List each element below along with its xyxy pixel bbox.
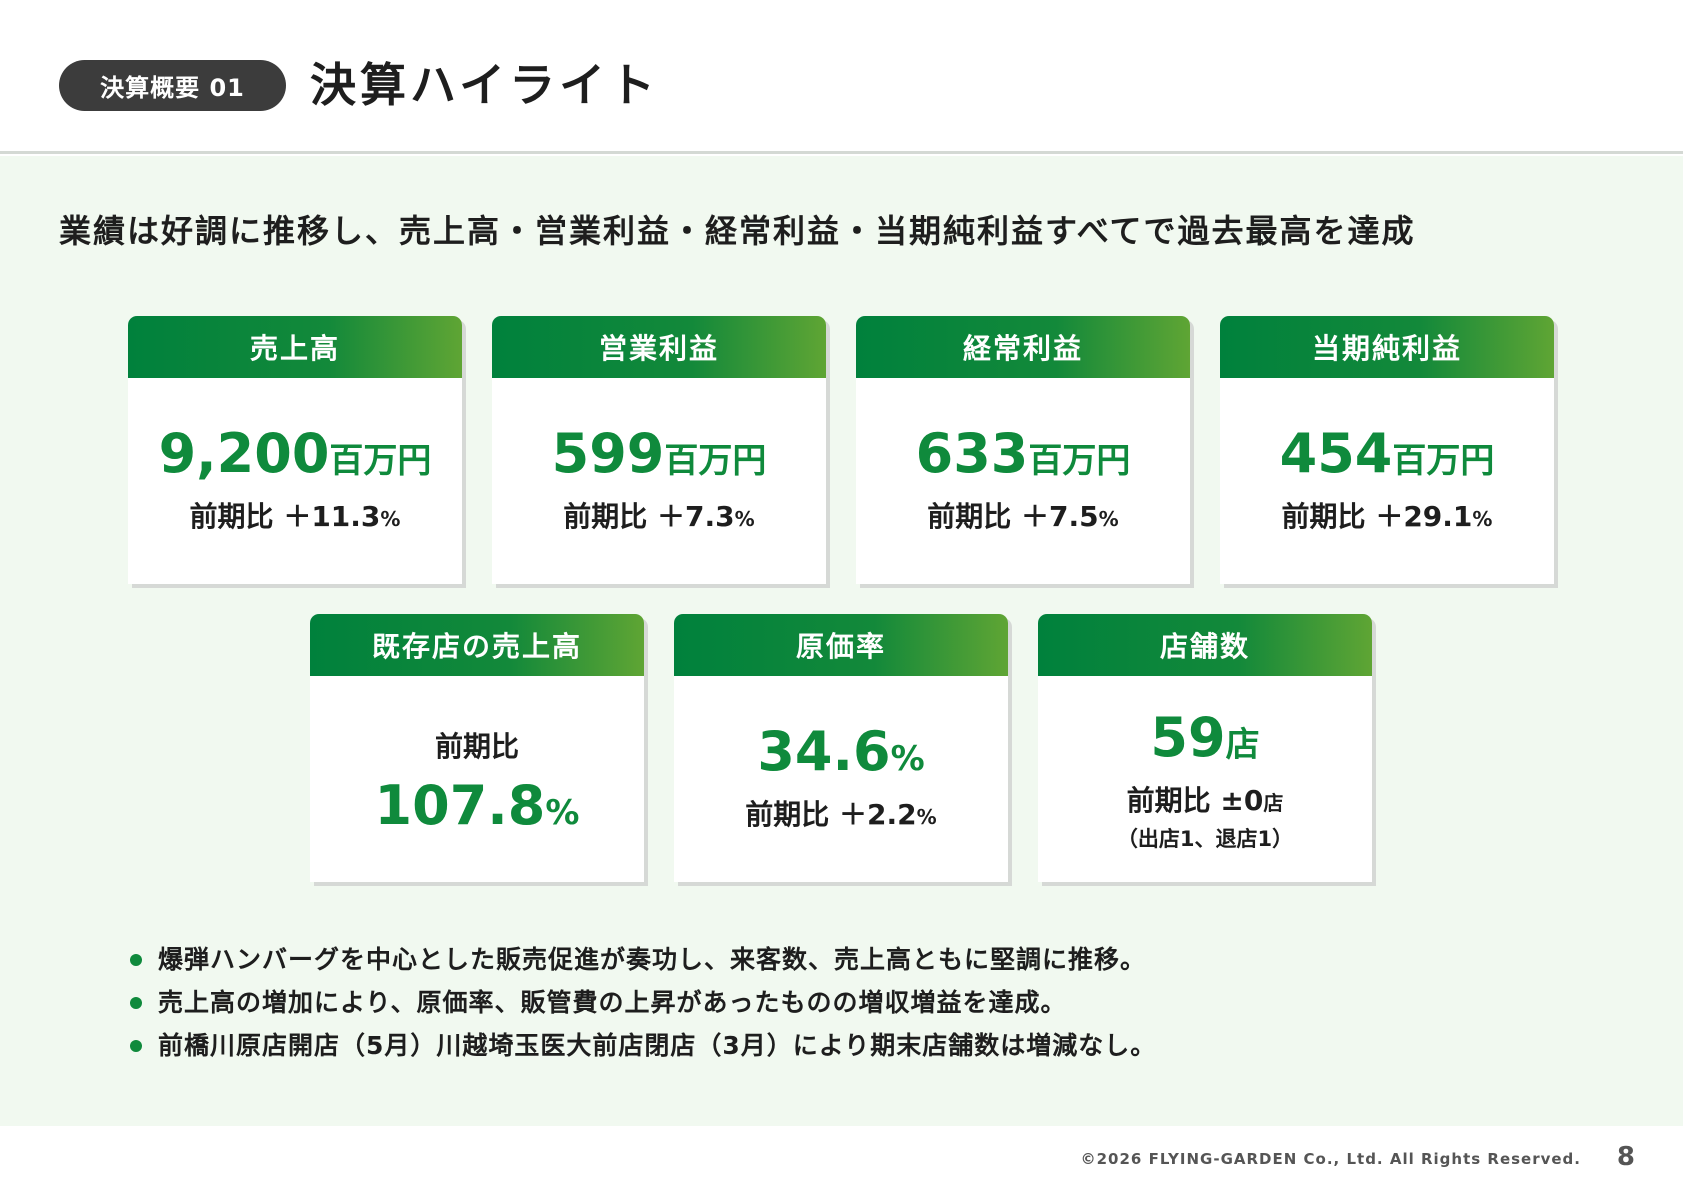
card-value: 34.6% (757, 720, 925, 783)
copyright-text: ©2026 FLYING-GARDEN Co., Ltd. All Rights… (1080, 1150, 1581, 1168)
card-title: 経常利益 (856, 316, 1190, 378)
page-number: 8 (1616, 1142, 1635, 1172)
card-title: 店舗数 (1038, 614, 1372, 676)
section-label-pill: 決算概要 01 (59, 60, 286, 111)
list-item: 売上高の増加により、原価率、販管費の上昇があったものの増収増益を達成。 (130, 981, 1156, 1024)
card-compare: 前期比 ＋11.3% (189, 500, 401, 533)
card-store-count: 店舗数 59店 前期比 ±0店 （出店1、退店1） (1038, 614, 1372, 882)
card-compare: 前期比 ＋2.2% (745, 798, 937, 831)
card-value: 633百万円 (915, 422, 1131, 485)
card-ordinary-profit: 経常利益 633百万円 前期比 ＋7.5% (856, 316, 1190, 584)
card-value: 454百万円 (1279, 422, 1495, 485)
bullet-dot-icon (130, 1039, 142, 1052)
card-cost-ratio: 原価率 34.6% 前期比 ＋2.2% (674, 614, 1008, 882)
page-title: 決算ハイライト (310, 58, 660, 112)
bullet-dot-icon (130, 996, 142, 1009)
bullet-dot-icon (130, 953, 142, 966)
card-note: （出店1、退店1） (1116, 827, 1294, 851)
card-value: 9,200百万円 (158, 422, 432, 485)
card-operating-profit: 営業利益 599百万円 前期比 ＋7.3% (492, 316, 826, 584)
headline: 業績は好調に推移し、売上高・営業利益・経常利益・当期純利益すべてで過去最高を達成 (59, 212, 1416, 250)
card-value: 59店 (1150, 706, 1260, 769)
card-value: 599百万円 (551, 422, 767, 485)
card-title: 原価率 (674, 614, 1008, 676)
card-compare: 前期比 ＋7.5% (927, 500, 1119, 533)
card-compare: 前期比 ＋29.1% (1281, 500, 1493, 533)
card-title: 当期純利益 (1220, 316, 1554, 378)
card-value: 107.8% (374, 774, 580, 837)
card-net-income: 当期純利益 454百万円 前期比 ＋29.1% (1220, 316, 1554, 584)
slide-content: 業績は好調に推移し、売上高・営業利益・経常利益・当期純利益すべてで過去最高を達成… (0, 156, 1683, 1126)
card-compare-label: 前期比 (434, 730, 519, 763)
card-title: 売上高 (128, 316, 462, 378)
card-existing-store-sales: 既存店の売上高 前期比 107.8% (310, 614, 644, 882)
card-title: 既存店の売上高 (310, 614, 644, 676)
summary-bullets: 爆弾ハンバーグを中心とした販売促進が奏功し、来客数、売上高ともに堅調に推移。 売… (130, 938, 1156, 1067)
list-item: 前橋川原店開店（5月）川越埼玉医大前店閉店（3月）により期末店舗数は増減なし。 (130, 1024, 1156, 1067)
slide-header: 決算概要 01 決算ハイライト (0, 0, 1683, 154)
list-item: 爆弾ハンバーグを中心とした販売促進が奏功し、来客数、売上高ともに堅調に推移。 (130, 938, 1156, 981)
card-compare: 前期比 ＋7.3% (563, 500, 755, 533)
card-title: 営業利益 (492, 316, 826, 378)
card-compare: 前期比 ±0店 (1126, 784, 1284, 817)
card-net-sales: 売上高 9,200百万円 前期比 ＋11.3% (128, 316, 462, 584)
